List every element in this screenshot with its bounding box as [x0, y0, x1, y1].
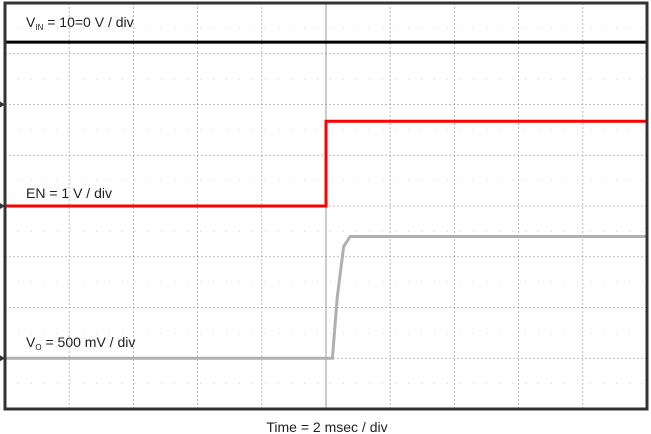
vin-label: VIN = 10=0 V / div — [26, 14, 134, 32]
channel-marker-vo — [0, 355, 5, 362]
trace-en — [5, 119, 647, 208]
traces — [5, 40, 647, 360]
x-axis-label: Time = 2 msec / div — [266, 419, 387, 434]
vo-label: VO = 500 mV / div — [26, 334, 135, 352]
en-label: EN = 1 V / div — [26, 185, 112, 201]
channel-markers — [0, 101, 5, 362]
channel-marker-vin — [0, 101, 5, 108]
channel-marker-en — [0, 203, 5, 209]
trace-vo — [5, 234, 647, 360]
